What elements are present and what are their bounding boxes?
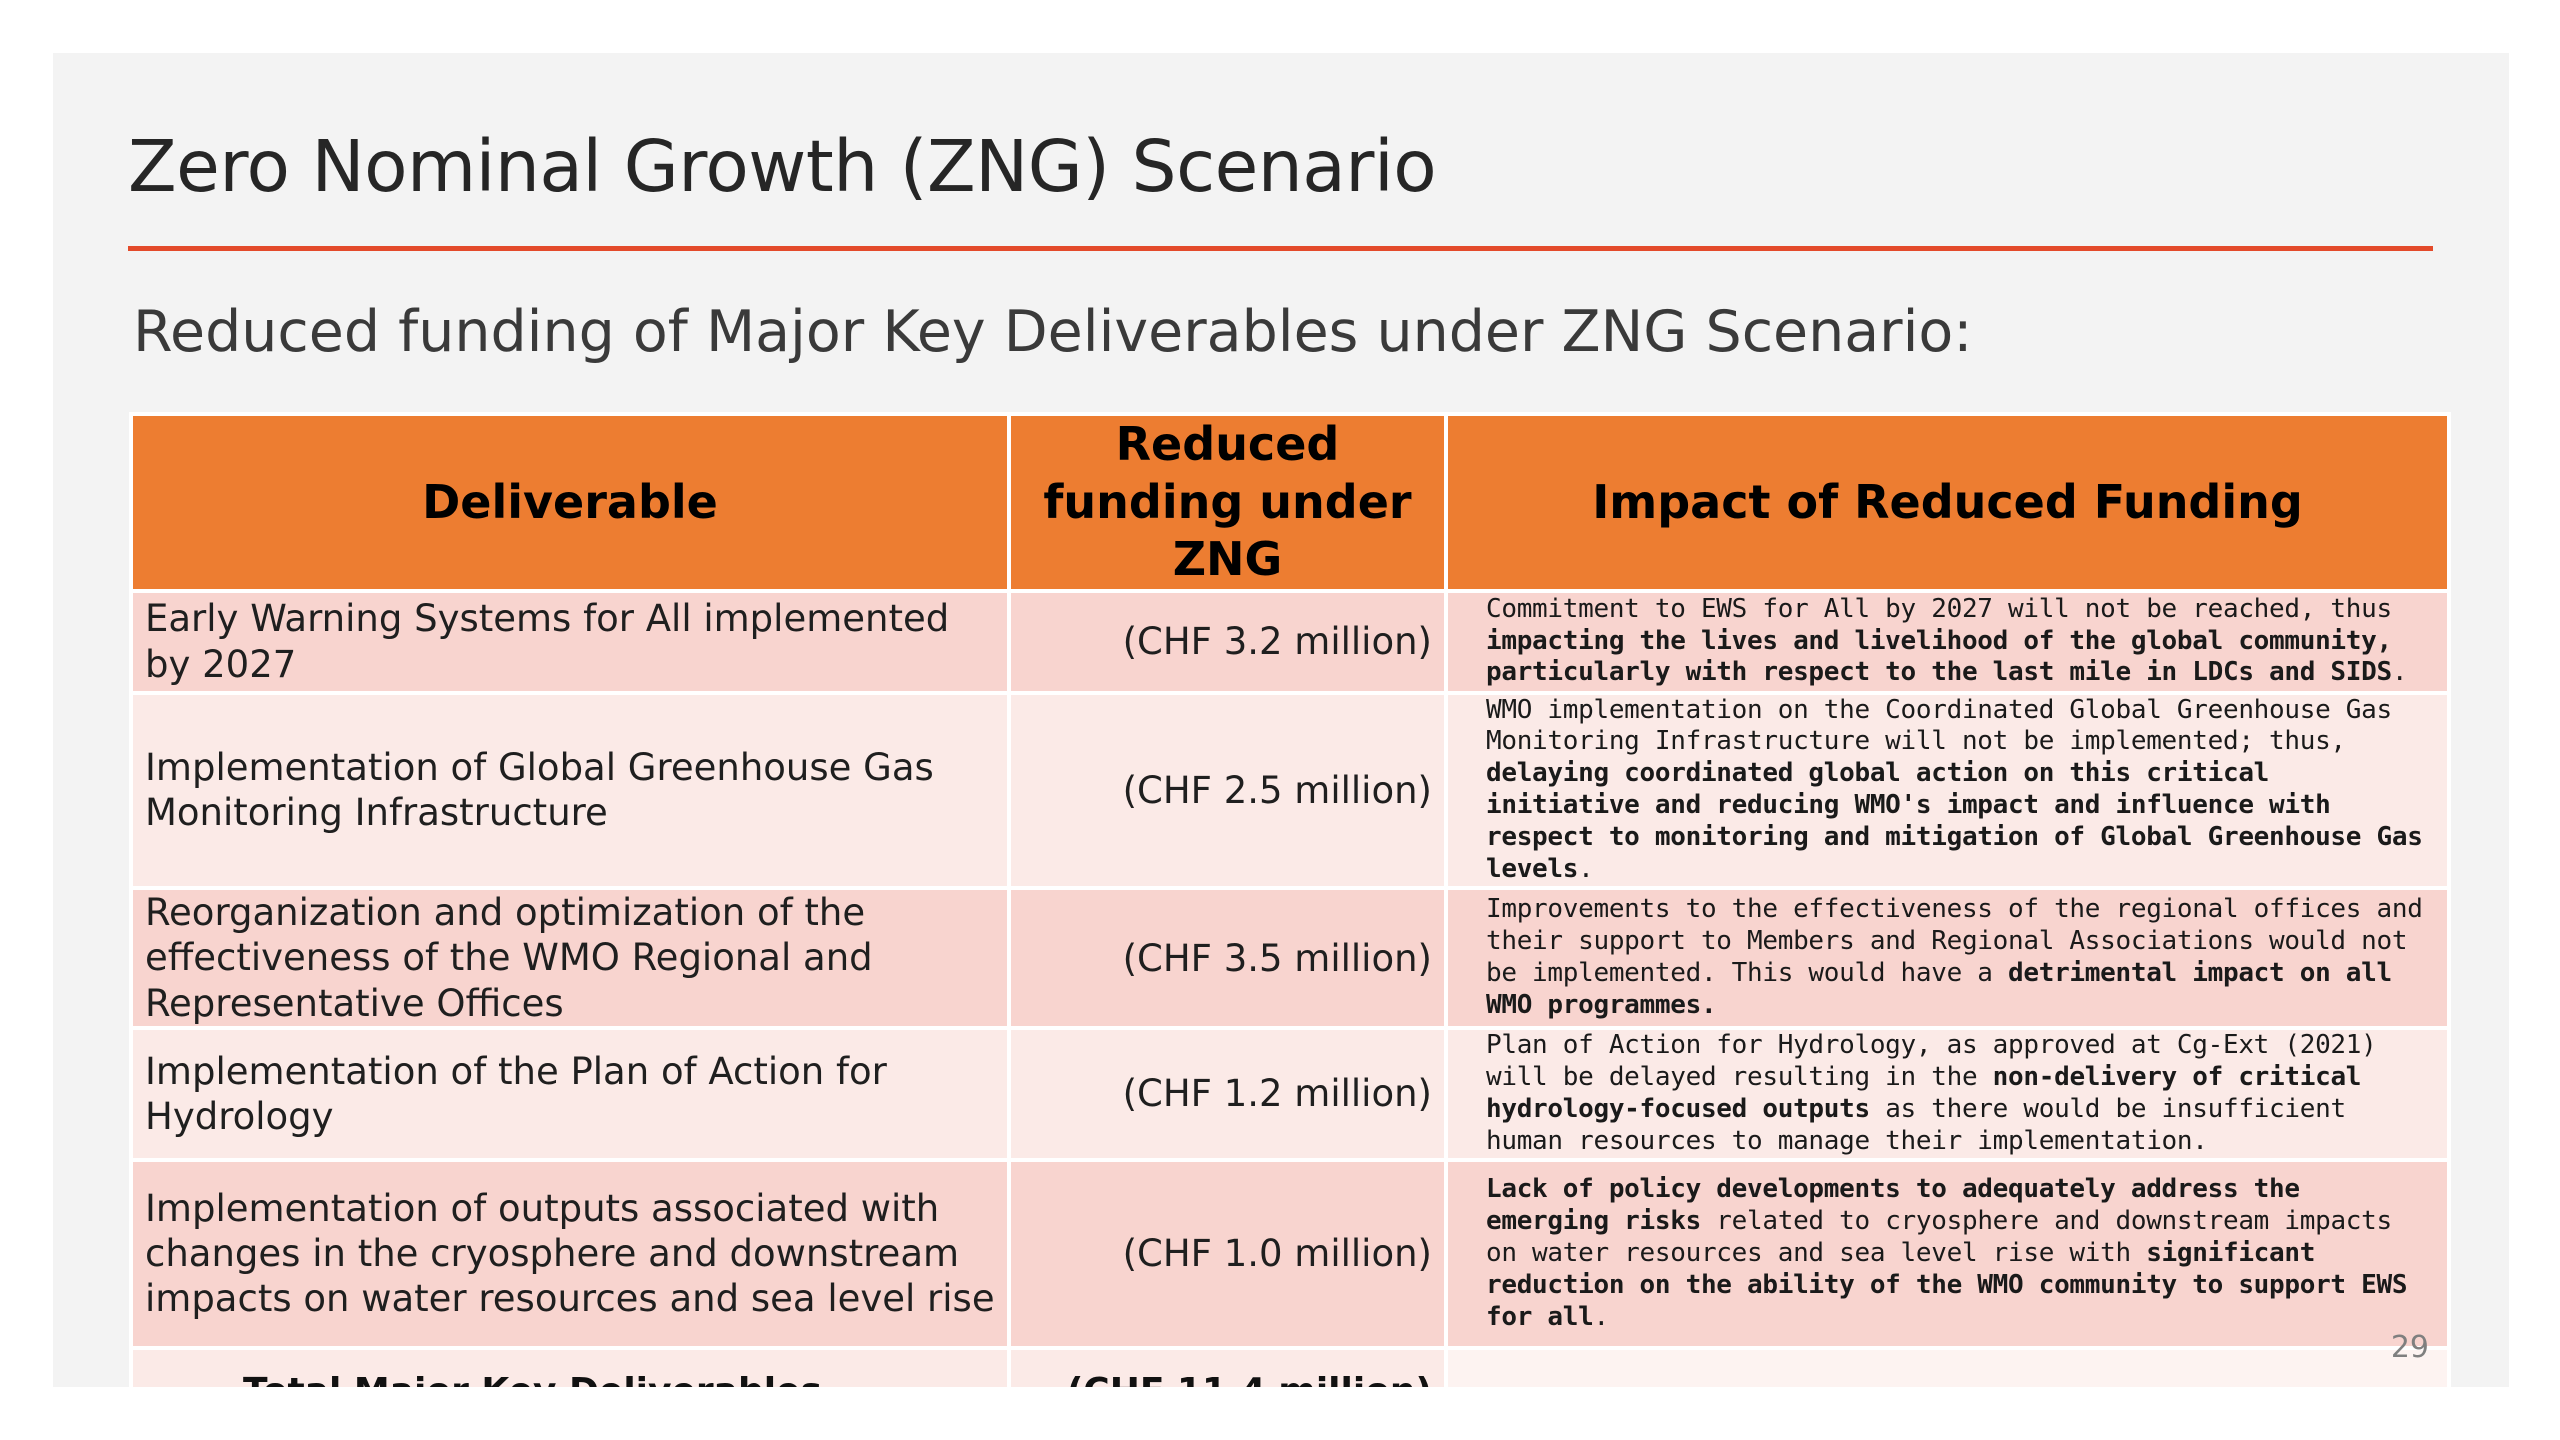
impact-text: Improvements to the effectiveness of the… xyxy=(1486,894,2423,988)
impact-text: . xyxy=(1578,854,1594,885)
slide-subtitle: Reduced funding of Major Key Deliverable… xyxy=(133,299,1973,365)
funding-cell: (CHF 1.2 million) xyxy=(1007,1025,1448,1162)
impact-text: Plan of Action for Hydrology, as approve… xyxy=(1486,1029,2377,1092)
funding-cell: (CHF 1.0 million) xyxy=(1007,1157,1448,1350)
deliverable-cell: Early Warning Systems for All implemente… xyxy=(129,588,1011,695)
slide: Zero Nominal Growth (ZNG) Scenario Reduc… xyxy=(53,53,2509,1387)
impact-text: as there would be insufficient human res… xyxy=(1486,1093,2346,1156)
deliverable-cell: Implementation of outputs associated wit… xyxy=(129,1157,1011,1350)
table-header-row: Deliverable Reduced funding under ZNG Im… xyxy=(129,412,2451,593)
deliverables-table: Deliverable Reduced funding under ZNG Im… xyxy=(129,412,2451,1387)
table-row: Implementation of outputs associated wit… xyxy=(129,1157,2451,1350)
funding-cell: (CHF 2.5 million) xyxy=(1007,690,1448,891)
header-deliverable: Deliverable xyxy=(129,412,1011,593)
total-label: Total Major Key Deliverables xyxy=(129,1345,1011,1387)
title-divider xyxy=(128,246,2433,251)
slide-title: Zero Nominal Growth (ZNG) Scenario xyxy=(128,125,1437,208)
impact-emphasis: impacting the lives and livelihood of th… xyxy=(1486,625,2392,688)
impact-text: Commitment to EWS for All by 2027 will n… xyxy=(1486,593,2392,624)
deliverable-cell: Reorganization and optimization of the e… xyxy=(129,886,1011,1030)
impact-cell: Improvements to the effectiveness of the… xyxy=(1444,886,2451,1030)
deliverable-cell: Implementation of Global Greenhouse Gas … xyxy=(129,690,1011,891)
total-impact-empty xyxy=(1444,1345,2451,1387)
table-row: Implementation of Global Greenhouse Gas … xyxy=(129,690,2451,891)
impact-emphasis: Lack of policy developments to adequatel… xyxy=(1486,1173,2300,1236)
impact-emphasis: significant reduction on the ability of … xyxy=(1486,1237,2408,1332)
funding-cell: (CHF 3.5 million) xyxy=(1007,886,1448,1030)
table-row: Implementation of the Plan of Action for… xyxy=(129,1025,2451,1162)
page-number: 29 xyxy=(2390,1330,2429,1365)
header-impact: Impact of Reduced Funding xyxy=(1444,412,2451,593)
impact-text: . xyxy=(1593,1301,1609,1332)
impact-text: related to cryosphere and downstream imp… xyxy=(1486,1205,2392,1268)
total-funding: (CHF 11.4 million) xyxy=(1007,1345,1448,1387)
impact-text: . xyxy=(2391,657,2408,688)
impact-cell: WMO implementation on the Coordinated Gl… xyxy=(1444,690,2451,891)
funding-cell: (CHF 3.2 million) xyxy=(1007,588,1448,695)
impact-text: WMO implementation on the Coordinated Gl… xyxy=(1486,694,2392,757)
deliverable-cell: Implementation of the Plan of Action for… xyxy=(129,1025,1011,1162)
header-reduced-funding: Reduced funding under ZNG xyxy=(1007,412,1448,593)
impact-cell: Lack of policy developments to adequatel… xyxy=(1444,1157,2451,1350)
table-row: Early Warning Systems for All implemente… xyxy=(129,588,2451,695)
impact-emphasis: delaying coordinated global action on th… xyxy=(1486,758,2423,885)
table-row: Reorganization and optimization of the e… xyxy=(129,886,2451,1030)
impact-emphasis: detrimental impact on all WMO programmes… xyxy=(1486,958,2392,1020)
impact-cell: Commitment to EWS for All by 2027 will n… xyxy=(1444,588,2451,695)
impact-cell: Plan of Action for Hydrology, as approve… xyxy=(1444,1025,2451,1162)
impact-emphasis: non-delivery of critical hydrology-focus… xyxy=(1486,1061,2362,1124)
table-total-row: Total Major Key Deliverables (CHF 11.4 m… xyxy=(129,1345,2451,1387)
